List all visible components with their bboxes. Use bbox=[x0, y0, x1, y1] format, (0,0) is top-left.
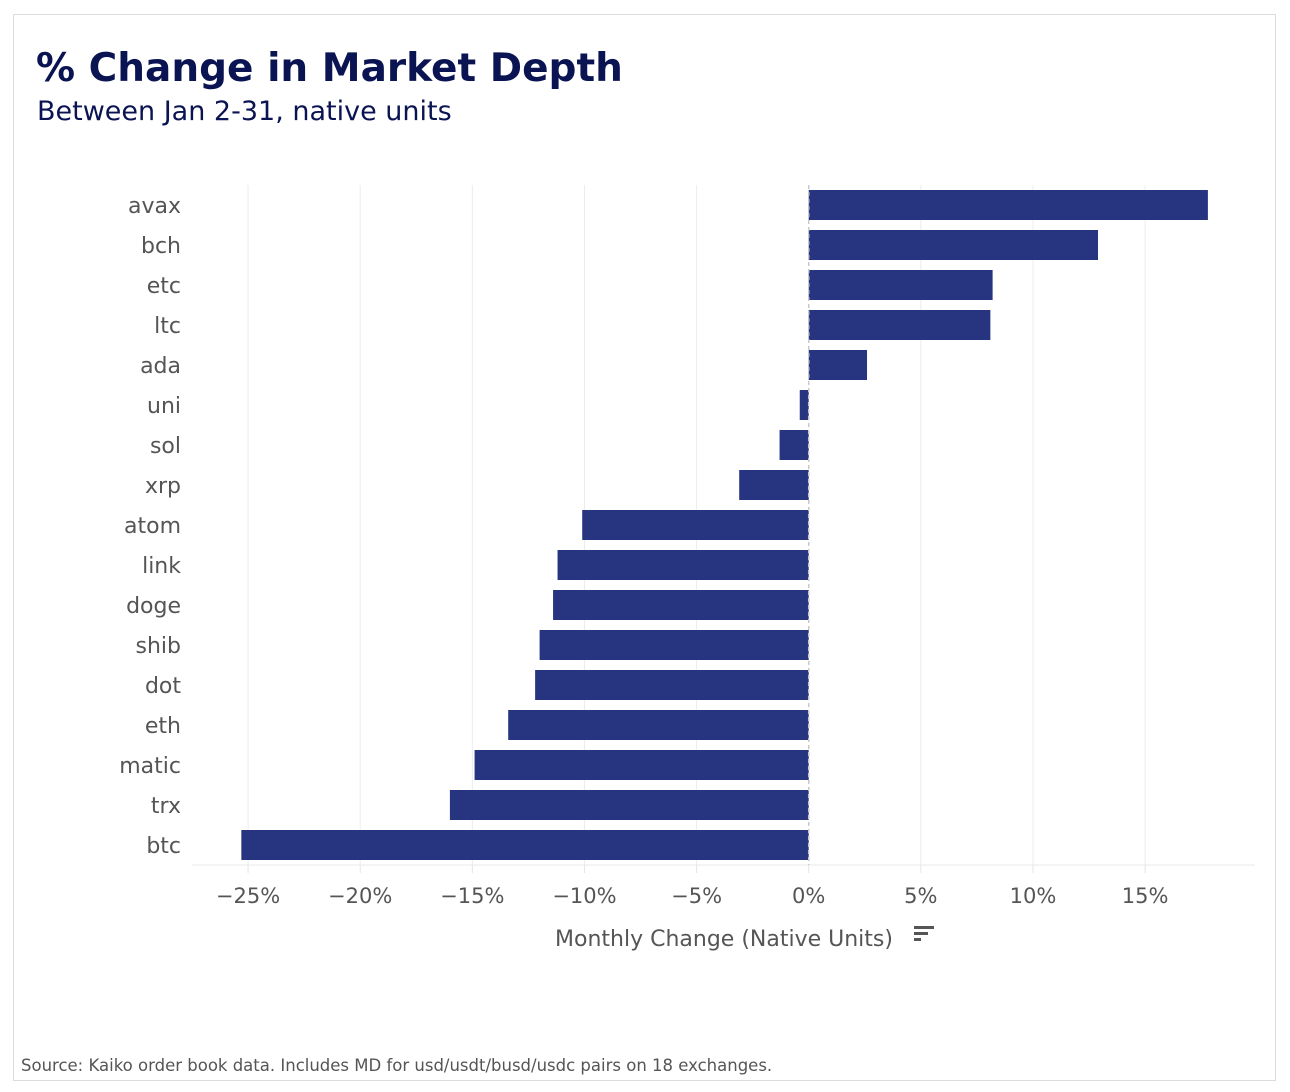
category-label: btc bbox=[146, 834, 181, 859]
sort-icon[interactable] bbox=[914, 926, 934, 941]
bar-trx bbox=[449, 790, 809, 820]
x-tick-label: −20% bbox=[328, 884, 392, 908]
category-label: bch bbox=[141, 234, 181, 259]
x-tick-label: −10% bbox=[552, 884, 616, 908]
category-label: avax bbox=[128, 194, 181, 219]
x-tick-label: 10% bbox=[1010, 884, 1057, 908]
bar-shib bbox=[539, 630, 809, 660]
category-label: doge bbox=[126, 594, 181, 619]
category-label: link bbox=[142, 554, 181, 579]
bar-link bbox=[557, 550, 809, 580]
bar-eth bbox=[508, 710, 809, 740]
category-label: matic bbox=[119, 754, 181, 779]
x-tick-label: 5% bbox=[904, 884, 937, 908]
category-label: eth bbox=[145, 714, 181, 739]
bar-doge bbox=[553, 590, 809, 620]
bar-ada bbox=[808, 350, 868, 380]
bar-ltc bbox=[808, 310, 991, 340]
x-tick-label: −25% bbox=[216, 884, 280, 908]
source-note: Source: Kaiko order book data. Includes … bbox=[21, 1056, 773, 1075]
category-label: trx bbox=[151, 794, 181, 819]
x-tick-label: −5% bbox=[671, 884, 722, 908]
bar-etc bbox=[808, 270, 993, 300]
bar-dot bbox=[535, 670, 809, 700]
bar-bch bbox=[808, 230, 1099, 260]
category-label: etc bbox=[147, 274, 181, 299]
chart-title: % Change in Market Depth bbox=[36, 46, 623, 91]
x-axis-label: Monthly Change (Native Units) bbox=[555, 927, 893, 952]
category-label: atom bbox=[124, 514, 181, 539]
chart-subtitle: Between Jan 2-31, native units bbox=[37, 96, 452, 127]
bar-sol bbox=[779, 430, 809, 460]
category-label: xrp bbox=[145, 474, 181, 499]
sort-icon-bar bbox=[914, 926, 934, 929]
bar-avax bbox=[808, 190, 1208, 220]
category-label: ltc bbox=[154, 314, 181, 339]
bar-xrp bbox=[739, 470, 809, 500]
bar-atom bbox=[582, 510, 809, 540]
chart-card bbox=[13, 14, 1276, 1081]
category-label: dot bbox=[145, 674, 181, 699]
sort-icon-bar bbox=[914, 932, 928, 935]
x-tick-label: 0% bbox=[792, 884, 825, 908]
bar-matic bbox=[474, 750, 809, 780]
bar-btc bbox=[241, 830, 809, 860]
bar-uni bbox=[799, 390, 809, 420]
category-label: ada bbox=[140, 354, 181, 379]
category-label: sol bbox=[150, 434, 181, 459]
x-tick-label: 15% bbox=[1122, 884, 1169, 908]
category-label: shib bbox=[136, 634, 181, 659]
sort-icon-bar bbox=[914, 938, 921, 941]
category-label: uni bbox=[147, 394, 181, 419]
x-tick-label: −15% bbox=[440, 884, 504, 908]
